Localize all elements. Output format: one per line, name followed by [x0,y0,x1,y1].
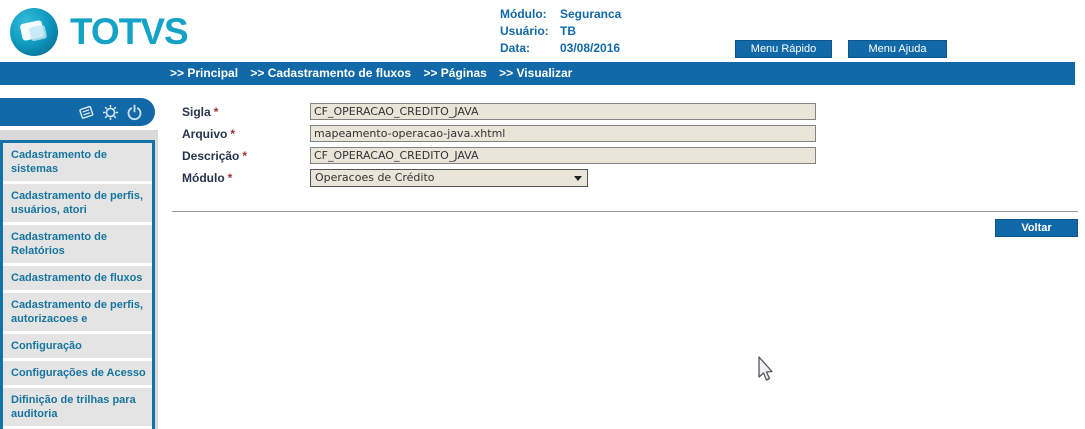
breadcrumb: >> Principal >> Cadastramento de fluxos … [0,62,1075,85]
date-label: Data: [500,41,531,55]
sigla-label: Sigla * [182,105,310,119]
session-info-row: Usuário: TB [500,23,621,40]
menu-ajuda-button[interactable]: Menu Ajuda [848,40,947,58]
content-divider [172,211,1078,212]
header: TOTVS Módulo: Seguranca Usuário: TB Data… [0,0,1085,62]
voltar-button[interactable]: Voltar [995,219,1078,237]
sidebar-icon-bar [0,98,155,126]
modulo-select[interactable]: Operacoes de Crédito [310,168,588,187]
breadcrumb-principal[interactable]: >> Principal [170,66,239,80]
sigla-label-text: Sigla [182,104,211,119]
sigla-field[interactable] [310,103,816,120]
notes-icon[interactable] [78,104,95,121]
menu-rapido-button[interactable]: Menu Rápido [735,40,832,58]
sidebar-item-cadastramento-perfis-autorizacoes[interactable]: Cadastramento de perfis, autorizacoes e [3,293,152,331]
sidebar-item-cadastramento-perfis-usuarios[interactable]: Cadastramento de perfis, usuários, atori [3,184,152,222]
session-info-row: Módulo: Seguranca [500,6,621,23]
breadcrumb-cadastramento-fluxos[interactable]: >> Cadastramento de fluxos [250,66,412,80]
required-asterisk: * [230,126,236,141]
sidebar-item-configuracoes-acesso[interactable]: Configurações de Acesso [3,361,152,385]
user-value: TB [560,24,576,38]
mouse-cursor [758,356,773,381]
modulo-label-text: Módulo [182,170,225,185]
form-row-arquivo: Arquivo * [182,125,816,142]
sidebar-menu: Cadastramento de sistemas Cadastramento … [0,140,155,429]
view-form: Sigla* Arquivo* Descrição* Módulo* Opera… [182,103,816,191]
sidebar-item-cadastramento-relatorios[interactable]: Cadastramento de Relatórios [3,225,152,263]
descricao-label: Descrição * [182,149,310,163]
totvs-logo-text: TOTVS [70,11,189,52]
session-info: Módulo: Seguranca Usuário: TB Data: 03/0… [500,6,621,57]
sidebar-item-cadastramento-fluxos[interactable]: Cadastramento de fluxos [3,266,152,290]
form-row-modulo: Módulo * Operacoes de Crédito [182,168,816,187]
descricao-label-text: Descrição [182,148,240,163]
user-label: Usuário: [500,24,549,38]
arquivo-label-text: Arquivo [182,126,228,141]
sidebar-item-configuracao[interactable]: Configuração [3,334,152,358]
sidebar-item-cadastramento-sistemas[interactable]: Cadastramento de sistemas [3,143,152,181]
form-row-sigla: Sigla * [182,103,816,120]
breadcrumb-visualizar[interactable]: >> Visualizar [499,66,573,80]
arquivo-label: Arquivo * [182,127,310,141]
totvs-logo-icon [10,8,58,56]
module-label: Módulo: [500,7,547,21]
modulo-label: Módulo * [182,171,310,185]
form-row-descricao: Descrição * [182,147,816,164]
required-asterisk: * [242,148,248,163]
date-value: 03/08/2016 [560,41,621,55]
required-asterisk: * [227,170,233,185]
chevron-down-icon [574,175,582,181]
descricao-field[interactable] [310,147,816,164]
totvs-logo: TOTVS [8,6,189,58]
breadcrumb-paginas[interactable]: >> Páginas [423,66,487,80]
gear-icon[interactable] [102,104,119,121]
module-value: Seguranca [560,7,622,21]
modulo-select-value: Operacoes de Crédito [315,170,435,184]
required-asterisk: * [213,104,219,119]
session-info-row: Data: 03/08/2016 [500,40,621,57]
power-icon[interactable] [126,104,143,121]
sidebar-item-definicao-trilhas[interactable]: Difinição de trilhas para auditoria [3,388,152,426]
arquivo-field[interactable] [310,125,816,142]
